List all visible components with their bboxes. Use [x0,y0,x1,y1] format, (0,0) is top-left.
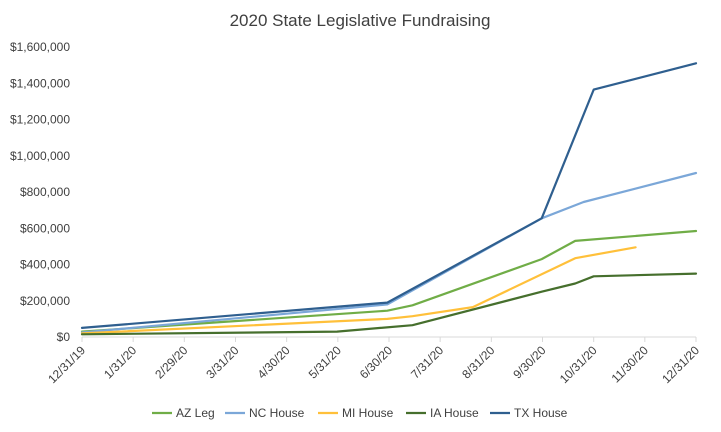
legend-item: MI House [318,406,394,420]
x-tick-label: 4/30/20 [255,343,293,381]
y-tick-label: $800,000 [20,185,70,199]
x-axis: 12/31/19 1/31/20 2/29/20 3/31/20 4/30/20 5/31… [45,336,702,386]
legend-label: AZ Leg [176,406,215,420]
y-tick-label: $1,600,000 [10,40,70,54]
x-tick-label: 9/30/20 [510,343,548,381]
legend-label: TX House [514,406,568,420]
x-tick-label: 12/31/19 [45,343,88,386]
series-line-mi-house [80,246,637,335]
x-tick-label: 1/31/20 [101,343,139,381]
legend: AZ Leg NC House MI House IA House TX House [152,406,568,420]
legend-item: TX House [490,406,568,420]
y-tick-label: $400,000 [20,258,70,272]
y-tick-label: $1,000,000 [10,149,70,163]
x-tick-label: 2/29/20 [152,343,190,381]
series-line-az-leg [80,229,698,333]
x-tick-label: 5/31/20 [306,343,344,381]
y-tick-label: $0 [57,330,71,344]
legend-label: MI House [342,406,394,420]
legend-item: AZ Leg [152,406,215,420]
x-tick-label: 11/30/20 [609,343,652,386]
legend-item: NC House [225,406,305,420]
legend-item: IA House [406,406,479,420]
x-tick-label: 6/30/20 [357,343,395,381]
series-lines [80,62,698,336]
y-tick-label: $1,400,000 [10,76,70,90]
y-tick-label: $1,200,000 [10,113,70,127]
x-tick-label: 8/31/20 [459,343,497,381]
x-tick-label: 12/31/20 [659,343,702,386]
chart-title: 2020 State Legislative Fundraising [230,11,491,30]
legend-label: NC House [249,406,305,420]
y-tick-label: $600,000 [20,221,70,235]
x-tick-label: 10/31/20 [557,343,600,386]
x-tick-label: 7/31/20 [408,343,446,381]
y-tick-label: $200,000 [20,294,70,308]
series-line-ia-house [80,272,698,336]
series-line-tx-house [80,62,698,329]
y-axis: $0 $200,000 $400,000 $600,000 $800,000 $1,000… [10,40,70,344]
x-tick-label: 3/31/20 [203,343,241,381]
legend-label: IA House [430,406,479,420]
